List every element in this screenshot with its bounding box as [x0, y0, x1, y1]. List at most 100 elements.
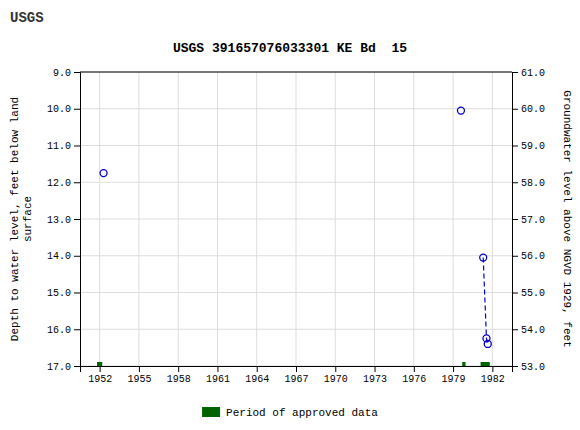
- tick-label: 56.0: [521, 251, 545, 262]
- tick-mark: [512, 219, 518, 220]
- tick-label: 59.0: [521, 141, 545, 152]
- tick: 55.0: [512, 288, 545, 299]
- y-axis-title: Depth to water level, feet below landsur…: [9, 97, 34, 341]
- tick-label: 17.0: [47, 362, 71, 373]
- tick-label: 1979: [442, 374, 466, 385]
- tick: 14.0: [47, 251, 80, 262]
- tick-mark: [512, 329, 518, 330]
- point: [100, 170, 107, 177]
- tick-label: 1964: [245, 374, 269, 385]
- tick: 53.0: [512, 362, 545, 373]
- axis-line: [74, 73, 81, 367]
- chart: USGSUSGS 391657076033301 KE Bd 151952195…: [0, 0, 580, 430]
- tick: 1964: [245, 366, 269, 385]
- grid-line: [80, 219, 512, 220]
- tick-label: 1961: [206, 374, 230, 385]
- approved-bar: [462, 362, 465, 366]
- tick-label: 12.0: [47, 178, 71, 189]
- tick: 56.0: [512, 251, 545, 262]
- tick: 1976: [402, 366, 426, 385]
- tick: 1952: [88, 366, 112, 385]
- tick: 1970: [324, 366, 348, 385]
- tick-mark: [74, 293, 80, 294]
- tick-label: 1970: [324, 374, 348, 385]
- tick-label: 58.0: [521, 178, 545, 189]
- tick: 1958: [167, 366, 191, 385]
- tick-mark: [512, 109, 518, 110]
- tick-mark: [512, 146, 518, 147]
- grid-line: [80, 72, 512, 73]
- tick: 15.0: [47, 288, 80, 299]
- tick-mark: [512, 182, 518, 183]
- tick-label: 10.0: [47, 104, 71, 115]
- tick: 1973: [363, 366, 387, 385]
- grid-line: [80, 292, 512, 293]
- marks: [97, 107, 491, 366]
- grid-line: [80, 145, 512, 146]
- tick: 59.0: [512, 141, 545, 152]
- tick: 9.0: [53, 68, 80, 79]
- tick: 60.0: [512, 104, 545, 115]
- tick-label: 1952: [88, 374, 112, 385]
- frame: [80, 72, 512, 73]
- tick-label: 60.0: [521, 104, 545, 115]
- tick-mark: [74, 366, 80, 367]
- tick: 17.0: [47, 362, 80, 373]
- plot-background: [80, 72, 512, 366]
- tick-mark: [74, 329, 80, 330]
- tick-label: 16.0: [47, 325, 71, 336]
- grid-line: [80, 329, 512, 330]
- tick-mark: [512, 293, 518, 294]
- grid-line: [80, 182, 512, 183]
- tick-mark: [296, 366, 297, 372]
- tick-mark: [375, 366, 376, 372]
- x-axis: 1952 1955 1958 1961 1964 1967 1970 1973 1976 1979…: [81, 366, 513, 385]
- y2-axis: 61.0 60.0 59.0 58.0 57.0 56.0 55.0 54.0 53.0: [512, 68, 545, 373]
- tick-label: 15.0: [47, 288, 71, 299]
- tick: 57.0: [512, 215, 545, 226]
- tick-label: 61.0: [521, 68, 545, 79]
- tick: 16.0: [47, 325, 80, 336]
- y-axis: 9.0 10.0 11.0 12.0 13.0 14.0 15.0 16.0 17.0: [47, 68, 81, 373]
- tick-mark: [492, 366, 493, 372]
- tick-mark: [74, 182, 80, 183]
- tick-mark: [74, 109, 80, 110]
- tick-label: 13.0: [47, 215, 71, 226]
- tick-mark: [512, 366, 518, 367]
- tick-mark: [100, 366, 101, 372]
- tick-mark: [178, 366, 179, 372]
- tick-label: 57.0: [521, 215, 545, 226]
- grid: [80, 72, 512, 366]
- tick-mark: [257, 366, 258, 372]
- tick: 1955: [127, 366, 151, 385]
- tick-label: 14.0: [47, 251, 71, 262]
- grid-line: [80, 255, 512, 256]
- tick-label: 1967: [284, 374, 308, 385]
- tick-label: 54.0: [521, 325, 545, 336]
- tick: 1982: [481, 366, 505, 385]
- legend-item: Period of approved data: [202, 407, 378, 419]
- tick-mark: [335, 366, 336, 372]
- tick-label: 1973: [363, 374, 387, 385]
- title: USGS 391657076033301 KE Bd 15: [173, 41, 407, 56]
- tick-label: 1976: [402, 374, 426, 385]
- tick: 1961: [206, 366, 230, 385]
- tick-label: 11.0: [47, 141, 71, 152]
- tick-mark: [74, 146, 80, 147]
- plot: 1952 1955 1958 1961 1964 1967 1970 1973 1976 1979…: [9, 68, 573, 385]
- tick: 12.0: [47, 178, 80, 189]
- tick-mark: [512, 256, 518, 257]
- tick: 54.0: [512, 325, 545, 336]
- tick-mark: [512, 72, 518, 73]
- tick-mark: [74, 72, 80, 73]
- tick-label: 1958: [167, 374, 191, 385]
- tick: 10.0: [47, 104, 80, 115]
- point: [457, 107, 464, 114]
- legend: Period of approved data: [202, 407, 378, 419]
- legend-label: Period of approved data: [226, 407, 378, 419]
- annotation: USGS: [10, 10, 44, 26]
- tick-label: 9.0: [53, 68, 71, 79]
- tick-label: 1982: [481, 374, 505, 385]
- tick: 13.0: [47, 215, 80, 226]
- tick: 1967: [284, 366, 308, 385]
